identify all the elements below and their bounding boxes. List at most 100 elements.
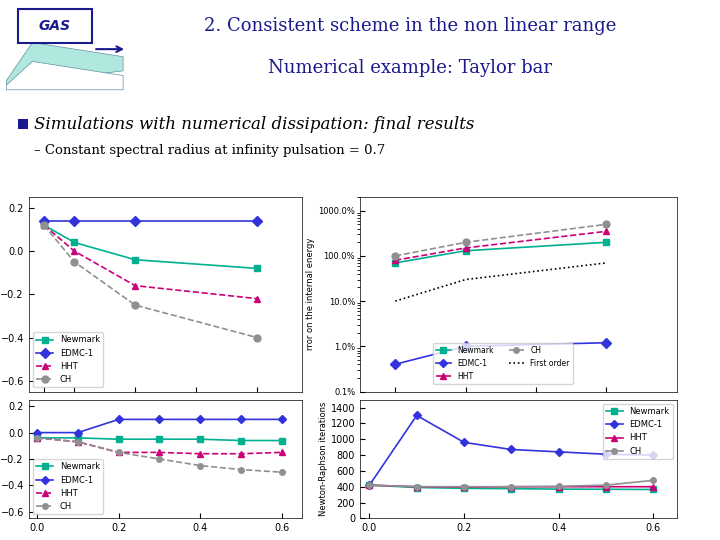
Line: EDMC-1: EDMC-1 — [40, 218, 260, 224]
CH — [649, 477, 657, 484]
CH — [237, 467, 246, 473]
EDMC-1 — [237, 416, 246, 423]
HHT — [114, 449, 123, 456]
CH — [155, 456, 163, 462]
HHT — [32, 435, 41, 441]
First order — [602, 260, 611, 266]
Line: HHT: HHT — [34, 435, 284, 456]
EDMC-1 — [601, 451, 610, 457]
Line: EDMC-1: EDMC-1 — [34, 417, 284, 435]
Newmark — [459, 485, 468, 491]
EDMC-1 — [114, 416, 123, 423]
Newmark — [155, 436, 163, 442]
Legend: Newmark, EDMC-1, HHT, CH: Newmark, EDMC-1, HHT, CH — [33, 332, 103, 387]
Newmark — [601, 486, 610, 492]
HHT — [554, 483, 563, 490]
EDMC-1 — [649, 452, 657, 458]
Text: – Constant spectral radius at infinity pulsation = 0.7: – Constant spectral radius at infinity p… — [34, 144, 385, 158]
EDMC-1 — [196, 416, 204, 423]
Text: – Constant  time step size = 0.5 μs: – Constant time step size = 0.5 μs — [34, 322, 266, 336]
CH — [40, 222, 48, 228]
HHT — [602, 228, 611, 234]
Line: First order: First order — [395, 263, 606, 301]
Line: CH: CH — [366, 477, 656, 489]
Line: EDMC-1: EDMC-1 — [392, 339, 610, 368]
Text: 0.1: 0.1 — [37, 402, 52, 413]
Polygon shape — [6, 43, 123, 85]
HHT — [462, 245, 470, 251]
Legend: Newmark, EDMC-1, HHT, CH: Newmark, EDMC-1, HHT, CH — [603, 404, 672, 459]
Newmark — [32, 435, 41, 441]
Newmark — [237, 437, 246, 444]
Line: HHT: HHT — [392, 228, 610, 264]
Legend: Newmark, EDMC-1, HHT, CH, First order: Newmark, EDMC-1, HHT, CH, First order — [433, 343, 572, 384]
CH — [602, 221, 611, 227]
CH — [459, 483, 468, 490]
Y-axis label: Newton-Raphson iterations: Newton-Raphson iterations — [319, 402, 328, 516]
EDMC-1 — [73, 429, 82, 436]
Line: Newmark: Newmark — [366, 482, 656, 492]
HHT — [507, 483, 516, 490]
EDMC-1 — [278, 416, 287, 423]
EDMC-1 — [365, 482, 374, 488]
Newmark — [73, 435, 82, 441]
CH — [253, 334, 261, 341]
CH — [462, 239, 470, 246]
EDMC-1 — [413, 412, 421, 418]
First order — [391, 298, 400, 305]
EDMC-1 — [155, 416, 163, 423]
HHT — [601, 483, 610, 490]
EDMC-1 — [131, 218, 140, 224]
Newmark — [462, 247, 470, 254]
Newmark — [365, 482, 374, 488]
Line: Newmark: Newmark — [392, 239, 610, 266]
CH — [131, 302, 140, 308]
Line: HHT: HHT — [366, 482, 656, 490]
HHT — [391, 257, 400, 264]
HHT — [155, 449, 163, 456]
HHT — [365, 482, 374, 488]
CH — [32, 435, 41, 441]
Legend: Newmark, EDMC-1, HHT, CH: Newmark, EDMC-1, HHT, CH — [33, 459, 103, 514]
Newmark — [602, 239, 611, 246]
EDMC-1 — [459, 439, 468, 446]
Line: HHT: HHT — [40, 222, 260, 302]
Newmark — [278, 437, 287, 444]
HHT — [131, 282, 140, 289]
EDMC-1 — [32, 429, 41, 436]
Newmark — [70, 239, 78, 246]
HHT — [237, 450, 246, 457]
EDMC-1 — [70, 218, 78, 224]
HHT — [73, 438, 82, 445]
Newmark — [507, 485, 516, 492]
Text: Numerical example: Taylor bar: Numerical example: Taylor bar — [269, 59, 552, 77]
Line: CH: CH — [40, 222, 260, 341]
Newmark — [413, 484, 421, 491]
FancyBboxPatch shape — [18, 9, 92, 43]
CH — [601, 482, 610, 488]
Line: CH: CH — [34, 435, 284, 475]
EDMC-1 — [554, 449, 563, 455]
CH — [554, 483, 563, 490]
CH — [391, 253, 400, 259]
Bar — [18, 119, 28, 129]
HHT — [413, 483, 421, 490]
Y-axis label: rror on the internal energy: rror on the internal energy — [307, 238, 315, 350]
Text: GAS: GAS — [38, 18, 71, 32]
Line: EDMC-1: EDMC-1 — [366, 413, 656, 488]
Newmark — [196, 436, 204, 442]
Text: 2. Consistent scheme in the non linear range: 2. Consistent scheme in the non linear r… — [204, 17, 616, 36]
Text: u: u — [698, 523, 707, 536]
HHT — [253, 295, 261, 302]
Line: CH: CH — [392, 221, 610, 259]
CH — [413, 483, 421, 490]
EDMC-1 — [507, 446, 516, 453]
Newmark — [114, 436, 123, 442]
HHT — [196, 450, 204, 457]
HHT — [649, 483, 657, 490]
EDMC-1 — [462, 343, 470, 349]
Newmark — [554, 486, 563, 492]
Line: Newmark: Newmark — [34, 435, 284, 443]
CH — [507, 483, 516, 490]
EDMC-1 — [253, 218, 261, 224]
